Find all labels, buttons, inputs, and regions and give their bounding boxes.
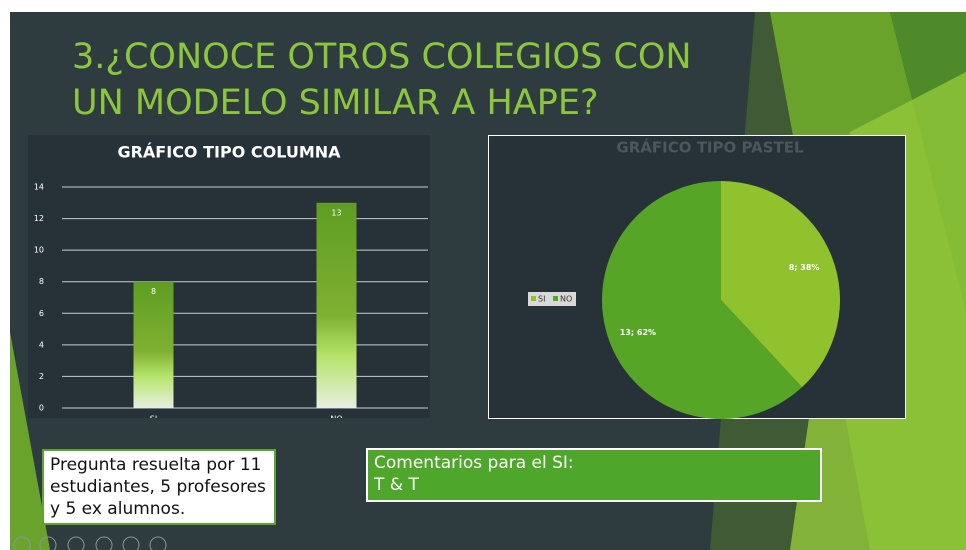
y-tick-label: 8 bbox=[39, 277, 44, 286]
nav-button[interactable] bbox=[95, 536, 113, 550]
nav-button[interactable] bbox=[39, 536, 57, 550]
pie-chart: GRÁFICO TIPO PASTEL 8; 38% 13; 62% SI NO bbox=[488, 135, 906, 419]
y-tick-label: 14 bbox=[34, 183, 44, 192]
comments-box: Comentarios para el SI: T & T bbox=[366, 448, 822, 502]
x-tick-label: SI bbox=[150, 415, 157, 419]
y-tick-label: 10 bbox=[34, 246, 44, 255]
chart-title: GRÁFICO TIPO PASTEL bbox=[616, 138, 804, 157]
nav-button[interactable] bbox=[67, 536, 85, 550]
bar bbox=[133, 281, 174, 408]
bar bbox=[316, 202, 357, 408]
shape bbox=[10, 332, 50, 550]
comments-heading: Comentarios para el SI: bbox=[374, 453, 574, 473]
comments-text: T & T bbox=[374, 475, 419, 495]
pie-slice bbox=[602, 181, 802, 419]
note-box: Pregunta resuelta por 11 estudiantes, 5 … bbox=[42, 449, 276, 525]
chart-background bbox=[28, 135, 430, 418]
data-label: 13 bbox=[331, 208, 341, 217]
y-tick-label: 6 bbox=[39, 309, 44, 318]
nav-button[interactable] bbox=[149, 536, 167, 550]
y-tick-label: 4 bbox=[39, 340, 44, 349]
slide: 3.¿CONOCE OTROS COLEGIOS CON UN MODELO S… bbox=[10, 12, 966, 550]
y-tick-label: 0 bbox=[39, 404, 44, 413]
nav-button[interactable] bbox=[13, 536, 31, 550]
legend-label: NO bbox=[560, 295, 572, 304]
data-label: 8; 38% bbox=[789, 263, 820, 272]
y-tick-label: 12 bbox=[34, 214, 44, 223]
data-label: 8 bbox=[151, 287, 156, 296]
legend-label: SI bbox=[538, 295, 545, 304]
y-tick-label: 2 bbox=[39, 372, 44, 381]
legend-swatch bbox=[531, 296, 536, 301]
bar-chart: GRÁFICO TIPO COLUMNA 0 2 4 6 8 10 12 14 8 SI 13 NO bbox=[28, 135, 430, 418]
legend-box bbox=[528, 292, 576, 306]
slide-title: 3.¿CONOCE OTROS COLEGIOS CON UN MODELO S… bbox=[72, 37, 692, 123]
legend-swatch bbox=[553, 296, 558, 301]
pie-slice bbox=[721, 181, 840, 388]
x-tick-label: NO bbox=[330, 415, 342, 419]
data-label: 13; 62% bbox=[620, 328, 656, 337]
chart-title: GRÁFICO TIPO COLUMNA bbox=[117, 143, 341, 162]
nav-button[interactable] bbox=[122, 536, 140, 550]
